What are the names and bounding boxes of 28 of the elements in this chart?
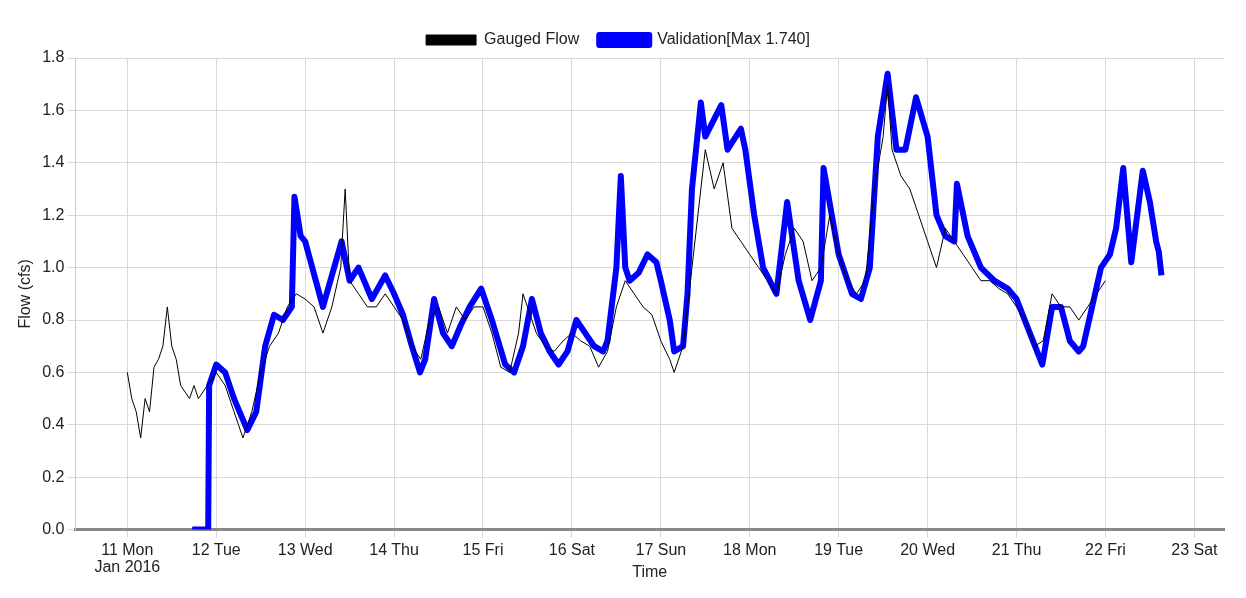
x-tick-label: 23 Sat [1171,540,1219,558]
x-tick-label: 22 Fri [1084,540,1126,558]
x-tick-label: 17 Sun [635,540,687,558]
x-tick-label: 21 Thu [991,540,1042,558]
x-axis-title: Time [632,562,668,580]
x-tick-label: 14 Thu [369,540,419,558]
legend-label: Gauged Flow [484,30,580,48]
y-tick-label: 1.2 [42,205,65,223]
y-tick-label: 0.8 [42,310,65,328]
text: Jan 2016 [94,558,161,576]
y-tick-label: 1.6 [42,100,65,118]
y-axis-title: Flow (cfs) [16,259,34,329]
x-tick-label: 12 Tue [191,540,241,558]
x-tick-label: 11 Mon [101,540,154,558]
x-tick-label: 18 Mon [723,540,777,558]
x-tick-label: 20 Wed [900,540,956,558]
x-tick-label: 15 Fri [462,540,504,558]
x-tick-label: 19 Tue [814,540,864,558]
y-tick-label: 0.6 [42,362,65,380]
x-tick-label: 13 Wed [277,540,333,558]
y-tick-label: 0.0 [42,520,65,538]
y-tick-label: 1.4 [42,153,65,171]
y-tick-label: 1.8 [42,48,65,66]
y-tick-label: 0.2 [42,467,65,485]
x-tick-label: 16 Sat [548,540,596,558]
y-tick-label: 0.4 [42,415,65,433]
y-tick-label: 1.0 [42,258,65,276]
legend-label: Validation[Max 1.740] [657,30,810,48]
